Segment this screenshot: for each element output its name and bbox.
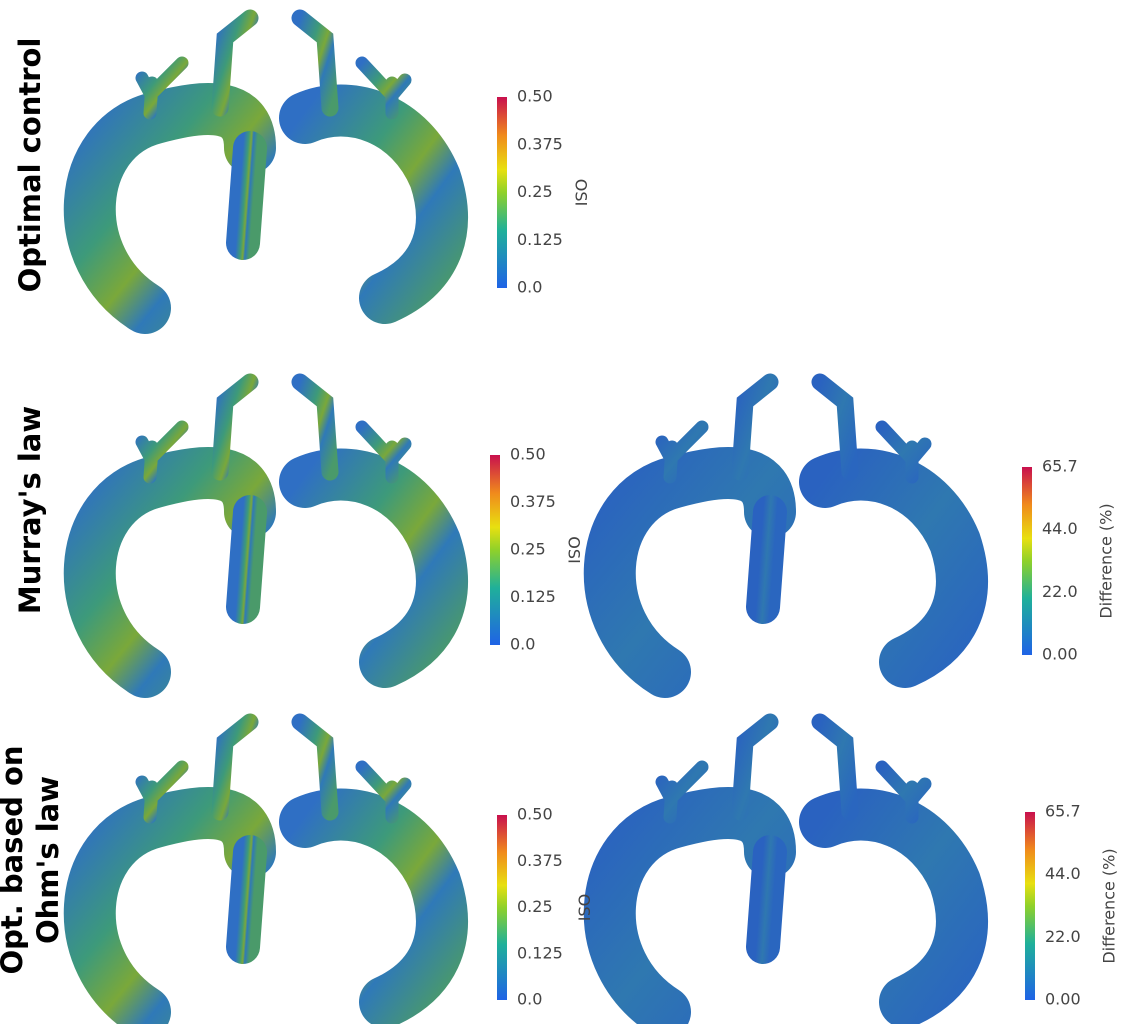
colorbar-tick: 0.25 bbox=[517, 182, 553, 201]
colorbar-title: OSI bbox=[575, 894, 594, 921]
colorbar-tick: 0.0 bbox=[517, 990, 542, 1009]
colorbar-title: Difference (%) bbox=[1100, 848, 1119, 963]
colorbar bbox=[497, 97, 507, 288]
aorta-osi bbox=[90, 722, 442, 1012]
colorbar-tick: 0.125 bbox=[517, 943, 563, 962]
colorbar-tick: 0.25 bbox=[510, 540, 546, 559]
colorbar bbox=[1025, 812, 1035, 1000]
row-label: Opt. based on bbox=[0, 745, 29, 974]
colorbar-tick: 0.00 bbox=[1042, 645, 1078, 664]
colorbar bbox=[1022, 467, 1032, 655]
colorbar bbox=[490, 455, 500, 645]
colorbar-tick: 0.00 bbox=[1045, 990, 1081, 1009]
colorbar-tick: 65.7 bbox=[1045, 802, 1081, 821]
colorbar-tick: 65.7 bbox=[1042, 457, 1078, 476]
row-label: Ohm's law bbox=[31, 776, 65, 944]
row-label: Murray's law bbox=[13, 406, 47, 614]
aorta-osi bbox=[90, 382, 442, 672]
aorta-difference bbox=[610, 722, 962, 1012]
aorta-osi bbox=[90, 18, 442, 308]
colorbar-tick: 0.50 bbox=[517, 805, 553, 824]
colorbar-title: Difference (%) bbox=[1097, 503, 1116, 618]
colorbar-tick: 22.0 bbox=[1042, 582, 1078, 601]
colorbar-title: OSI bbox=[565, 536, 584, 563]
colorbar-tick: 0.125 bbox=[517, 230, 563, 249]
colorbar-tick: 0.50 bbox=[510, 445, 546, 464]
colorbar-tick: 0.0 bbox=[517, 278, 542, 297]
colorbar-tick: 0.0 bbox=[510, 635, 535, 654]
colorbar-tick: 0.125 bbox=[510, 587, 556, 606]
colorbar bbox=[497, 815, 507, 1000]
colorbar-tick: 44.0 bbox=[1045, 864, 1081, 883]
colorbar-tick: 0.25 bbox=[517, 897, 553, 916]
colorbar-tick: 22.0 bbox=[1045, 927, 1081, 946]
colorbar-tick: 0.50 bbox=[517, 87, 553, 106]
row-label: Optimal control bbox=[13, 38, 47, 293]
colorbar-tick: 0.375 bbox=[517, 851, 563, 870]
aorta-difference bbox=[610, 382, 962, 672]
colorbar-tick: 0.375 bbox=[510, 492, 556, 511]
colorbar-tick: 44.0 bbox=[1042, 519, 1078, 538]
colorbar-title: OSI bbox=[572, 179, 591, 206]
colorbar-tick: 0.375 bbox=[517, 134, 563, 153]
